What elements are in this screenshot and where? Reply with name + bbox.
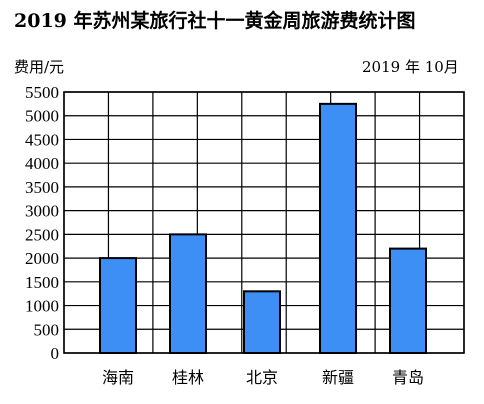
- y-tick-label: 2000: [25, 249, 59, 268]
- x-tick-label: 青岛: [392, 368, 424, 387]
- bar: [319, 102, 357, 355]
- y-tick-label: 4500: [25, 130, 59, 149]
- y-tick-label: 2500: [25, 225, 59, 244]
- y-tick-label: 1500: [25, 273, 59, 292]
- y-tick-label: 1000: [25, 297, 59, 316]
- x-tick-label: 北京: [246, 368, 278, 387]
- y-tick-label: 500: [34, 320, 60, 339]
- bar: [99, 257, 137, 354]
- plot-frame: [63, 91, 465, 354]
- y-tick-label: 5500: [25, 83, 59, 102]
- x-tick-label: 桂林: [172, 368, 204, 387]
- y-tick-label: 5000: [25, 107, 59, 126]
- bar: [169, 233, 207, 354]
- date-note: 2019 年 10月: [362, 58, 459, 76]
- x-tick-label: 新疆: [322, 368, 354, 387]
- y-tick-label: 4000: [25, 154, 59, 173]
- y-tick-label: 0: [51, 344, 60, 363]
- bar: [243, 290, 281, 354]
- chart-title: 2019 年苏州某旅行社十一黄金周旅游费统计图: [14, 10, 416, 32]
- y-tick-label: 3500: [25, 178, 59, 197]
- y-tick-label: 3000: [25, 202, 59, 221]
- x-tick-label: 海南: [102, 368, 134, 387]
- y-axis-label: 费用/元: [14, 58, 65, 76]
- bar: [389, 247, 427, 355]
